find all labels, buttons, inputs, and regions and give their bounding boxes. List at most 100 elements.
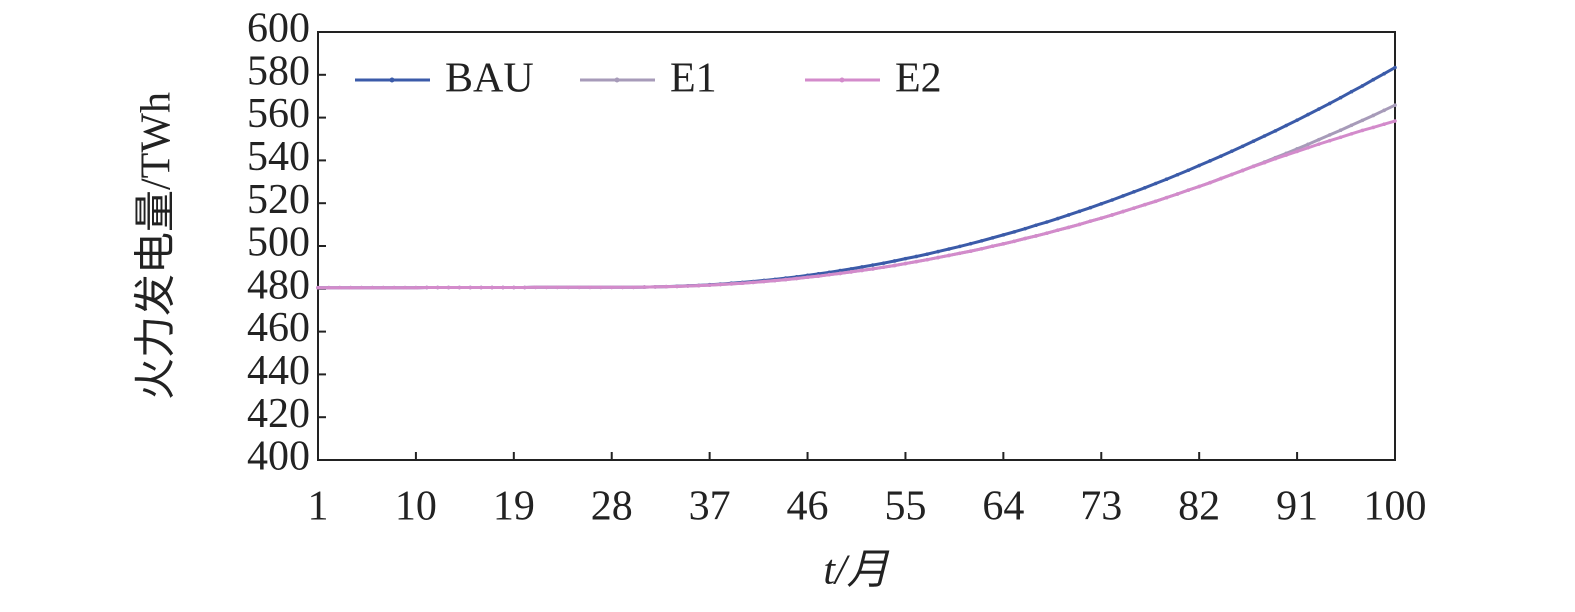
point-marker bbox=[925, 257, 930, 262]
point-marker bbox=[718, 282, 723, 287]
point-marker bbox=[860, 265, 864, 269]
point-marker bbox=[881, 261, 886, 265]
y-tick-label: 480 bbox=[247, 262, 310, 308]
point-marker bbox=[1099, 216, 1104, 220]
point-marker bbox=[1251, 164, 1256, 169]
point-marker bbox=[1317, 142, 1321, 146]
point-marker bbox=[1197, 184, 1201, 189]
point-marker bbox=[1023, 226, 1027, 231]
point-marker bbox=[555, 285, 560, 290]
point-marker bbox=[577, 285, 581, 290]
point-marker bbox=[1306, 112, 1310, 117]
x-tick-label: 28 bbox=[591, 484, 633, 530]
x-tick-label: 1 bbox=[308, 484, 329, 530]
point-marker bbox=[958, 251, 962, 256]
y-tick-label: 500 bbox=[247, 220, 310, 266]
point-marker bbox=[348, 285, 353, 290]
point-marker bbox=[1055, 228, 1060, 232]
point-marker bbox=[533, 285, 538, 290]
point-marker bbox=[512, 285, 516, 290]
point-marker bbox=[1034, 223, 1038, 228]
point-marker bbox=[1001, 242, 1006, 246]
legend-marker bbox=[389, 77, 395, 83]
point-marker bbox=[1197, 163, 1201, 168]
point-marker bbox=[1284, 153, 1289, 157]
point-marker bbox=[642, 285, 647, 289]
point-marker bbox=[1066, 225, 1071, 230]
point-marker bbox=[707, 283, 712, 287]
point-marker bbox=[1349, 123, 1354, 128]
point-marker bbox=[359, 285, 364, 290]
point-marker bbox=[936, 249, 940, 254]
point-marker bbox=[1360, 118, 1365, 123]
point-marker bbox=[403, 285, 407, 290]
point-marker bbox=[588, 285, 592, 290]
point-marker bbox=[805, 275, 810, 280]
point-marker bbox=[1360, 84, 1365, 88]
point-marker bbox=[1338, 95, 1343, 100]
point-marker bbox=[1393, 65, 1397, 70]
point-marker bbox=[1186, 168, 1191, 173]
point-marker bbox=[479, 285, 483, 290]
point-marker bbox=[1164, 177, 1169, 182]
point-marker bbox=[1186, 188, 1191, 192]
point-marker bbox=[1284, 123, 1289, 128]
point-marker bbox=[1240, 144, 1245, 149]
point-marker bbox=[1175, 192, 1180, 196]
point-marker bbox=[501, 285, 505, 290]
point-marker bbox=[947, 253, 951, 258]
point-marker bbox=[1295, 149, 1299, 154]
point-marker bbox=[327, 285, 331, 290]
point-marker bbox=[1110, 213, 1114, 217]
point-marker bbox=[435, 285, 440, 290]
legend-label: BAU bbox=[445, 56, 534, 102]
point-marker bbox=[1371, 125, 1376, 130]
point-marker bbox=[903, 261, 908, 266]
point-marker bbox=[1317, 137, 1321, 142]
point-marker bbox=[1306, 145, 1310, 150]
point-marker bbox=[827, 272, 832, 277]
point-marker bbox=[1077, 209, 1082, 214]
point-marker bbox=[1382, 71, 1386, 76]
point-marker bbox=[729, 282, 734, 286]
point-marker bbox=[1360, 128, 1365, 133]
point-marker bbox=[620, 285, 625, 290]
point-marker bbox=[1055, 216, 1060, 221]
point-marker bbox=[392, 285, 396, 290]
point-marker bbox=[783, 277, 788, 282]
point-marker bbox=[1273, 156, 1278, 161]
point-marker bbox=[1208, 180, 1212, 185]
point-marker bbox=[696, 283, 701, 288]
point-marker bbox=[1088, 205, 1093, 210]
y-tick-label: 600 bbox=[247, 6, 310, 52]
point-marker bbox=[903, 256, 908, 261]
point-marker bbox=[446, 285, 451, 290]
point-marker bbox=[849, 267, 853, 271]
point-marker bbox=[424, 285, 429, 290]
point-marker bbox=[566, 285, 571, 290]
point-marker bbox=[1110, 198, 1114, 202]
point-marker bbox=[958, 244, 962, 249]
point-marker bbox=[990, 244, 995, 249]
legend-marker bbox=[614, 77, 620, 83]
point-marker bbox=[990, 236, 995, 240]
point-marker bbox=[609, 285, 614, 290]
point-marker bbox=[544, 285, 549, 290]
point-marker bbox=[414, 285, 418, 290]
x-tick-label: 73 bbox=[1080, 484, 1122, 530]
point-marker bbox=[740, 281, 745, 286]
y-tick-label: 460 bbox=[247, 305, 310, 351]
point-marker bbox=[751, 280, 755, 285]
y-tick-label: 400 bbox=[247, 434, 310, 480]
point-marker bbox=[381, 285, 386, 290]
point-marker bbox=[1023, 236, 1027, 241]
point-marker bbox=[979, 246, 984, 251]
point-marker bbox=[1153, 181, 1158, 186]
point-marker bbox=[1230, 149, 1234, 153]
point-marker bbox=[1164, 195, 1169, 200]
point-marker bbox=[599, 285, 603, 290]
point-marker bbox=[849, 270, 853, 274]
point-marker bbox=[1382, 122, 1386, 127]
